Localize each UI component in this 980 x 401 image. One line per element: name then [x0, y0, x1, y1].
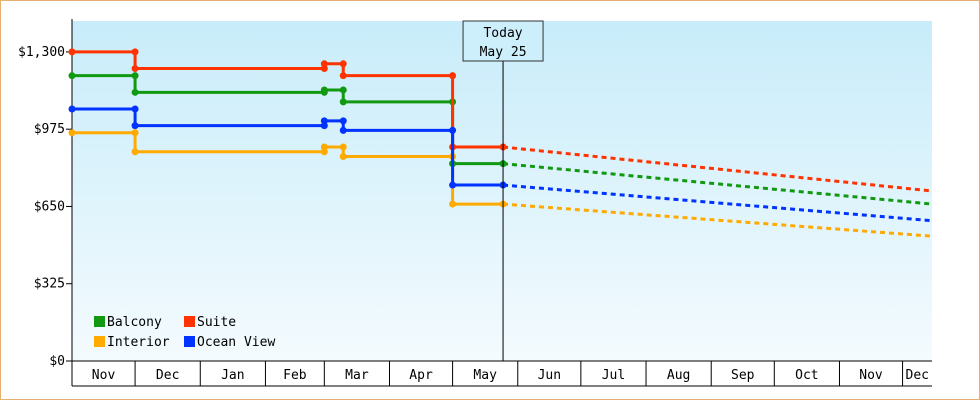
data-point: [131, 48, 139, 56]
series-line: [72, 50, 504, 149]
data-point: [449, 200, 457, 208]
x-tick-label: Feb: [283, 368, 307, 383]
data-point: [339, 143, 347, 151]
data-point: [320, 117, 328, 125]
series-line: [72, 107, 504, 187]
x-tick-label: Nov: [92, 368, 116, 383]
x-tick-label: Jun: [538, 368, 561, 383]
legend-swatch: [94, 336, 105, 347]
data-point: [339, 60, 347, 68]
data-point: [131, 65, 139, 73]
x-tick-label: Apr: [409, 368, 433, 383]
today-marker: Today May 25: [462, 20, 544, 361]
y-tick-label: $975: [34, 122, 65, 137]
data-point: [449, 181, 457, 189]
data-point: [339, 98, 347, 106]
data-point: [131, 72, 139, 80]
today-label: Today: [483, 26, 522, 41]
legend: Balcony Suite Interior Ocean View: [94, 315, 275, 350]
data-point: [131, 88, 139, 96]
x-tick-label: Oct: [795, 368, 818, 383]
data-point: [131, 122, 139, 130]
legend-swatch: [184, 316, 195, 327]
data-point: [320, 86, 328, 94]
y-tick-label: $0: [49, 354, 65, 369]
legend-swatch: [94, 316, 105, 327]
x-tick-label: Jul: [602, 368, 625, 383]
data-point: [68, 105, 76, 113]
data-point: [449, 126, 457, 134]
data-point: [339, 126, 347, 134]
x-tick-label: Aug: [667, 368, 690, 383]
data-point: [131, 105, 139, 113]
data-point: [449, 72, 457, 80]
x-tick-label: Dec: [906, 368, 929, 383]
data-point: [339, 86, 347, 94]
x-tick-label: Nov: [859, 368, 883, 383]
x-tick-label: Sep: [731, 368, 755, 383]
data-point: [339, 117, 347, 125]
data-point: [68, 129, 76, 137]
legend-label: Interior: [107, 335, 170, 350]
data-point: [320, 60, 328, 68]
legend-label: Balcony: [107, 315, 162, 330]
data-point: [68, 48, 76, 56]
x-tick-label: Jan: [221, 368, 244, 383]
y-tick-label: $1,300: [18, 45, 65, 60]
x-tick-label: May: [473, 368, 497, 383]
data-point: [131, 129, 139, 137]
legend-label: Ocean View: [197, 335, 275, 350]
axes: $0 $325 $650 $975 $1,300 Nov Dec Jan Feb Mar Apr Ma…: [18, 19, 932, 387]
series-lines: [68, 48, 933, 238]
data-point: [339, 153, 347, 161]
data-point: [131, 148, 139, 156]
x-tick-label: Mar: [345, 368, 369, 383]
data-point: [68, 72, 76, 80]
data-point: [320, 143, 328, 151]
x-tick-label: Dec: [156, 368, 179, 383]
today-box: [462, 20, 544, 62]
legend-label: Suite: [197, 315, 236, 330]
data-point: [339, 72, 347, 80]
y-tick-label: $325: [34, 277, 65, 292]
plot-area: [72, 21, 932, 361]
legend-swatch: [184, 336, 195, 347]
y-tick-label: $650: [34, 199, 65, 214]
today-date: May 25: [480, 45, 527, 60]
